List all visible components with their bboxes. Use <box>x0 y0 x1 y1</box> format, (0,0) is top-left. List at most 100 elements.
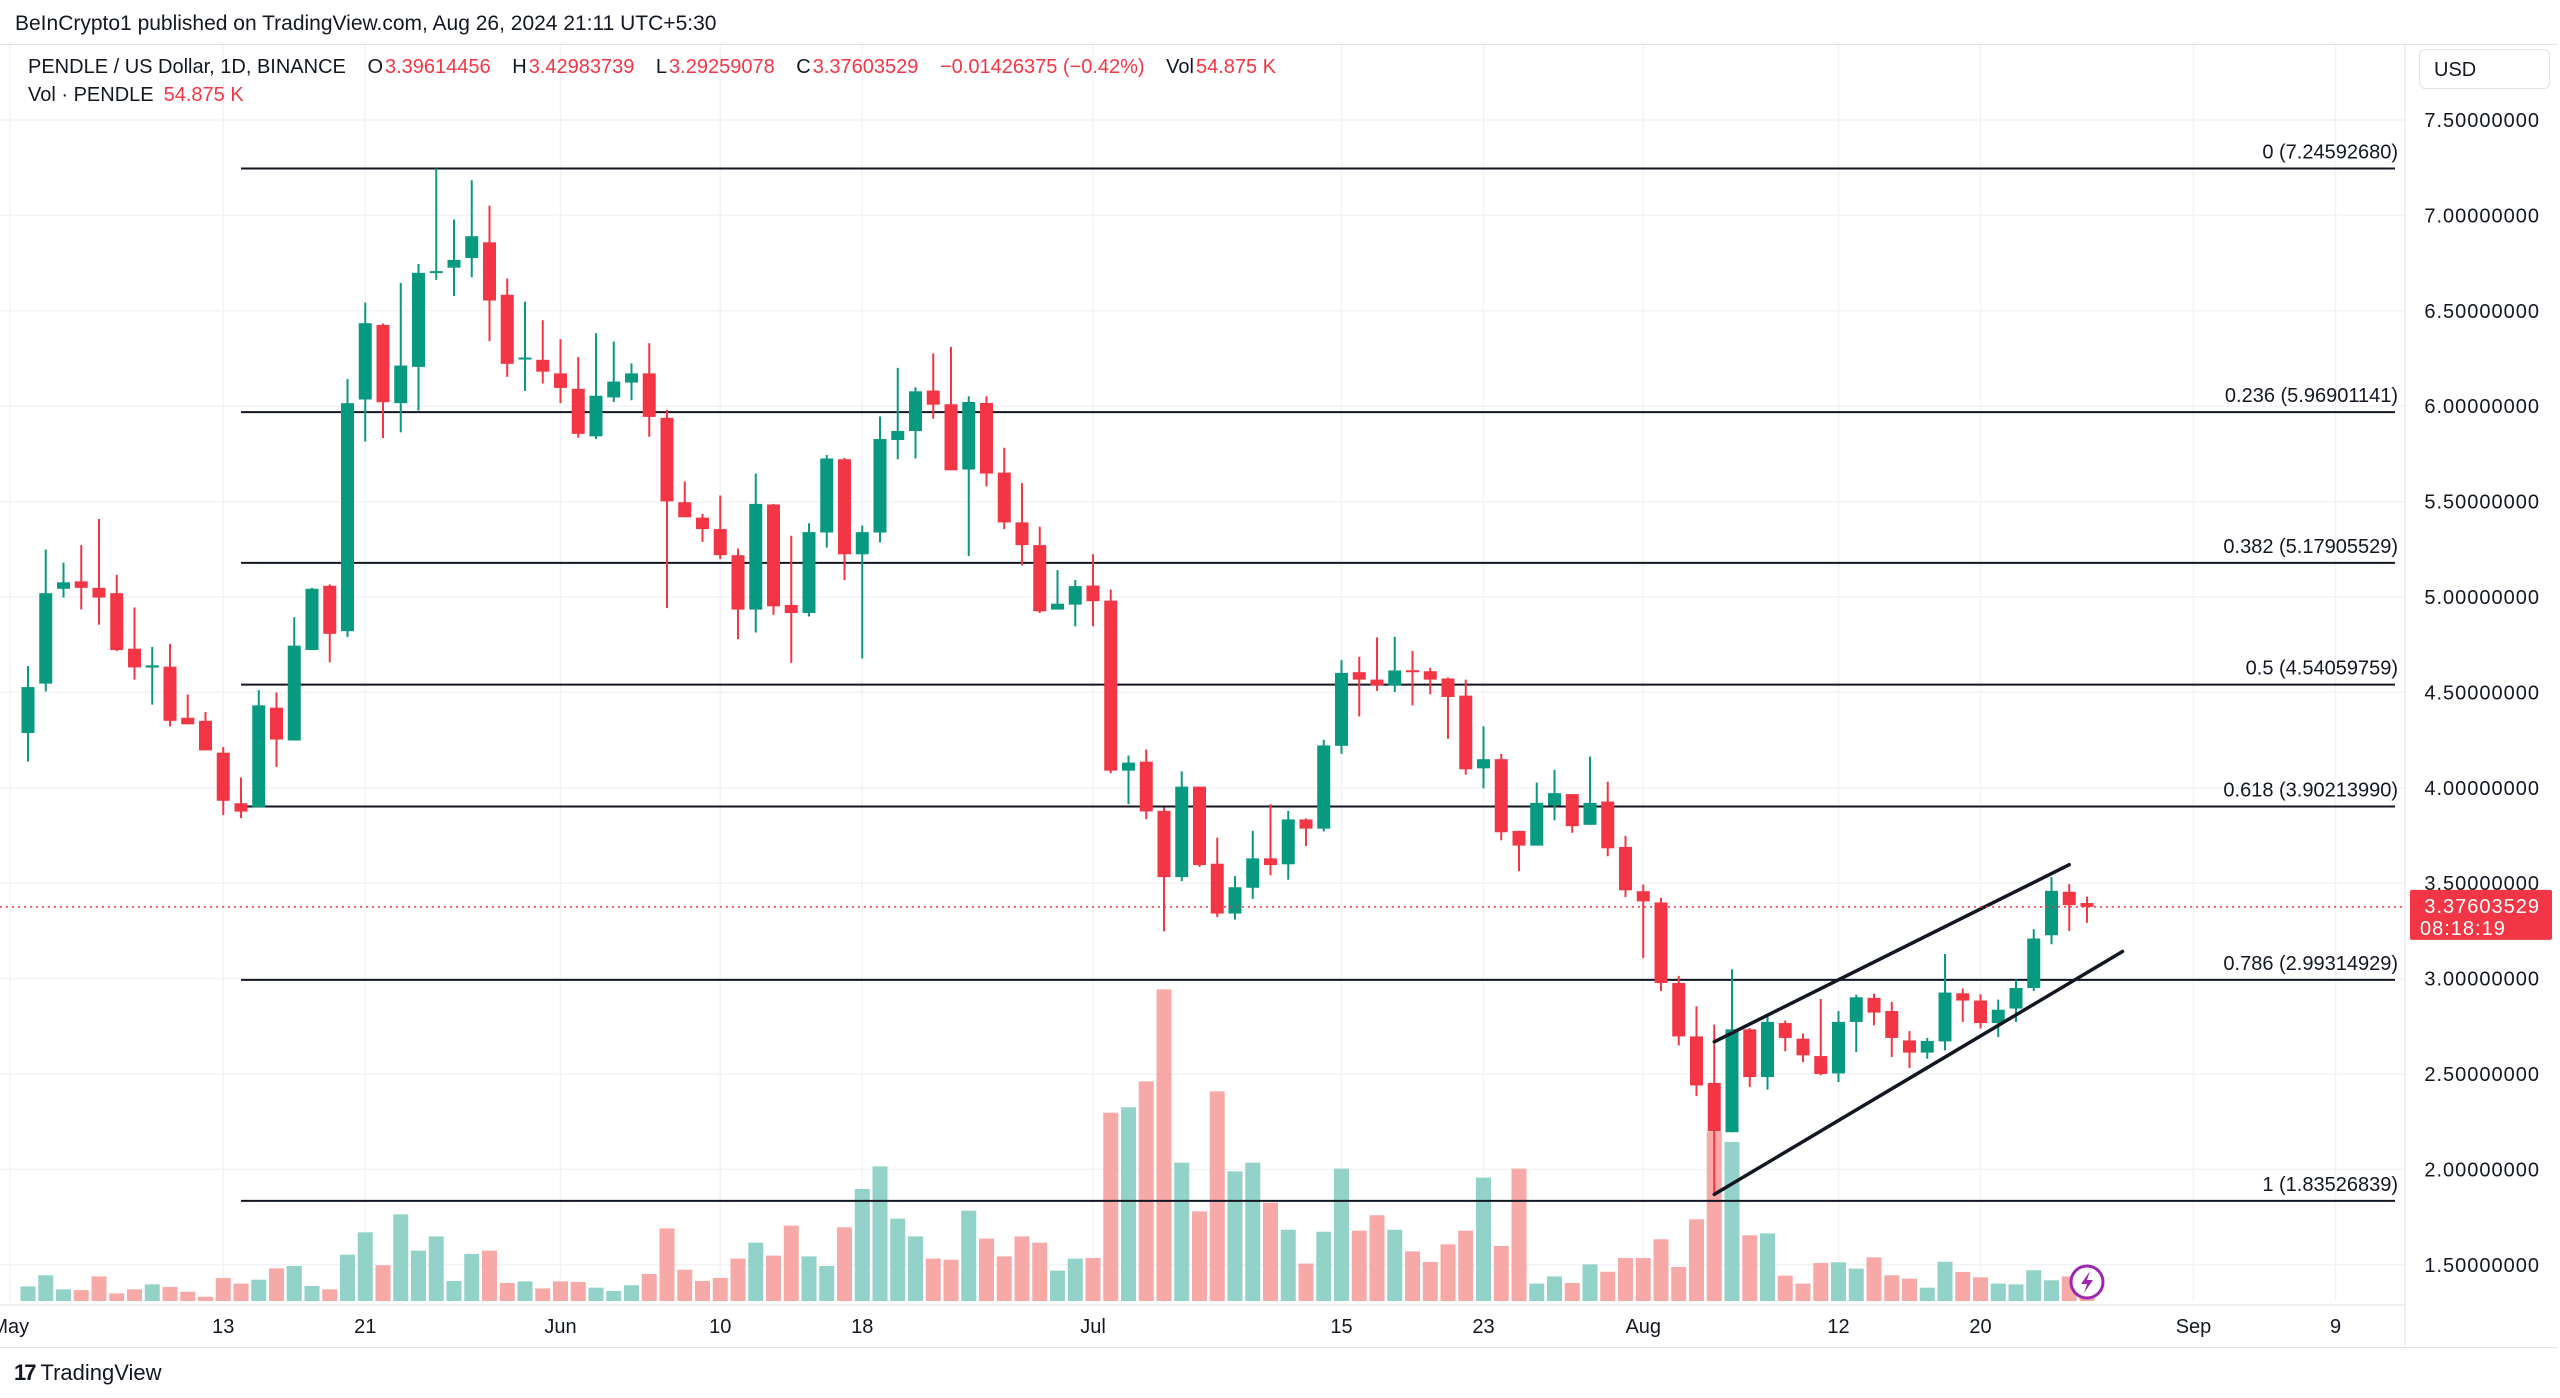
volume-bar <box>322 1289 338 1301</box>
volume-series-value: 54.875 K <box>163 84 244 106</box>
volume-bar <box>943 1259 959 1301</box>
candle-up <box>2027 938 2041 988</box>
volume-bar <box>1990 1283 2006 1301</box>
high-value: 3.42983739 <box>528 56 635 78</box>
volume-bar <box>1138 1081 1154 1301</box>
candle-down <box>713 529 727 556</box>
volume-bar <box>233 1283 249 1301</box>
tradingview-logo[interactable]: 17 TradingView <box>14 1360 162 1386</box>
candle-up <box>1246 858 1260 888</box>
volume-bar <box>730 1258 746 1301</box>
candle-down <box>571 388 585 434</box>
symbol-title[interactable]: PENDLE / US Dollar, 1D, BINANCE <box>28 56 346 78</box>
candle-down <box>270 707 283 740</box>
volume-bar <box>641 1273 657 1301</box>
volume-series-label[interactable]: Vol · PENDLE <box>28 84 154 106</box>
volume-bar <box>1600 1271 1616 1301</box>
volume-bar <box>1689 1219 1704 1301</box>
candles <box>21 168 2094 1193</box>
volume-bar <box>162 1286 178 1301</box>
candle-up <box>1761 1021 1774 1078</box>
candle-up <box>873 439 887 533</box>
candle-up <box>625 373 638 383</box>
volume-bar <box>1706 1131 1722 1301</box>
volume-bar <box>1511 1168 1527 1301</box>
candle-up <box>1051 603 1064 610</box>
candle-down <box>1743 1029 1757 1078</box>
currency-button[interactable]: USD <box>2419 49 2550 89</box>
volume-bar <box>1831 1262 1846 1301</box>
candle-down <box>110 593 124 651</box>
volume-bar <box>251 1279 267 1301</box>
volume-bar <box>1955 1271 1971 1301</box>
candle-up <box>1548 793 1561 806</box>
fib-level-label: 0.382 (5.17905529) <box>2223 536 2398 558</box>
volume-bar <box>1547 1276 1562 1301</box>
candle-up <box>394 365 408 404</box>
price-axis[interactable]: 7.50000000 7.00000000 6.50000000 6.00000000… <box>0 44 2552 1346</box>
volume-bar <box>499 1283 515 1301</box>
trendlines[interactable] <box>1712 862 2125 1197</box>
candle-down <box>216 752 230 801</box>
volume-bar <box>127 1289 142 1301</box>
candle-up <box>1335 672 1348 746</box>
price-tick-label: 2.50000000 <box>2424 1064 2540 1086</box>
price-tick-label: 3.00000000 <box>2424 969 2540 991</box>
time-tick-label: Aug <box>1625 1316 1661 1338</box>
volume-bar <box>908 1236 923 1301</box>
volume-bar <box>464 1253 480 1301</box>
time-axis[interactable]: May 13 21 Jun 10 18 Jul 15 23 Aug 12 20 Sep 9 <box>0 1304 2405 1338</box>
price-tick-label: 4.00000000 <box>2424 778 2540 800</box>
price-tick-label: 1.50000000 <box>2424 1255 2540 1277</box>
candle-down <box>1956 993 1970 1001</box>
close-label: C <box>796 56 811 78</box>
volume-bar <box>1263 1202 1278 1301</box>
volume-bar <box>1884 1275 1900 1301</box>
channel-trendline <box>1712 949 2125 1197</box>
chart-frame <box>0 44 2558 1348</box>
price-tick-label: 4.50000000 <box>2424 682 2540 704</box>
volume-bar <box>1156 989 1172 1301</box>
candle-up <box>855 532 869 555</box>
candle-up <box>1317 745 1331 829</box>
candle-down <box>1867 997 1881 1013</box>
volume-bar <box>1635 1258 1651 1301</box>
low-label: L <box>655 56 668 78</box>
volume-bar <box>1440 1244 1456 1301</box>
price-tick-label: 5.50000000 <box>2424 492 2540 514</box>
current-price-badge <box>2410 889 2552 940</box>
volume-bar <box>180 1291 196 1301</box>
lightning-icon[interactable] <box>2069 1264 2105 1300</box>
volume-bar <box>1564 1283 1580 1301</box>
volume-bar <box>1848 1268 1864 1301</box>
volume-bar <box>1121 1107 1136 1301</box>
candle-up <box>1477 759 1490 769</box>
candle-up <box>589 395 603 437</box>
volume-bar <box>340 1254 355 1301</box>
candle-down <box>1193 786 1206 866</box>
volume-bar <box>1085 1258 1101 1301</box>
fib-retracement[interactable]: 0 (7.24592680) 0.236 (5.96901141) 0.382 (5… <box>241 141 2398 1202</box>
low-value: 3.29259078 <box>669 56 775 78</box>
volume-bar <box>1742 1235 1758 1301</box>
volume-bar <box>109 1293 125 1301</box>
open-label: O <box>367 56 383 78</box>
candle-down <box>376 324 390 403</box>
price-tick-label: 5.00000000 <box>2424 587 2540 609</box>
volume-bar <box>198 1296 213 1301</box>
candle-down <box>784 605 798 614</box>
candle-down <box>1974 1000 1987 1024</box>
price-tick-label: 3.50000000 <box>2424 873 2540 895</box>
candle-down <box>2080 903 2094 907</box>
change-value: −0.01426375 (−0.42%) <box>939 56 1145 78</box>
volume-bar <box>482 1250 497 1301</box>
volume-bar <box>570 1281 586 1301</box>
volume-bar <box>1937 1261 1953 1301</box>
high-label: H <box>512 56 527 78</box>
candle-down <box>323 585 337 634</box>
volume-bar <box>1618 1258 1633 1301</box>
candle-up <box>447 259 461 268</box>
candle-down <box>1619 846 1632 891</box>
volume-bar <box>1795 1283 1811 1301</box>
